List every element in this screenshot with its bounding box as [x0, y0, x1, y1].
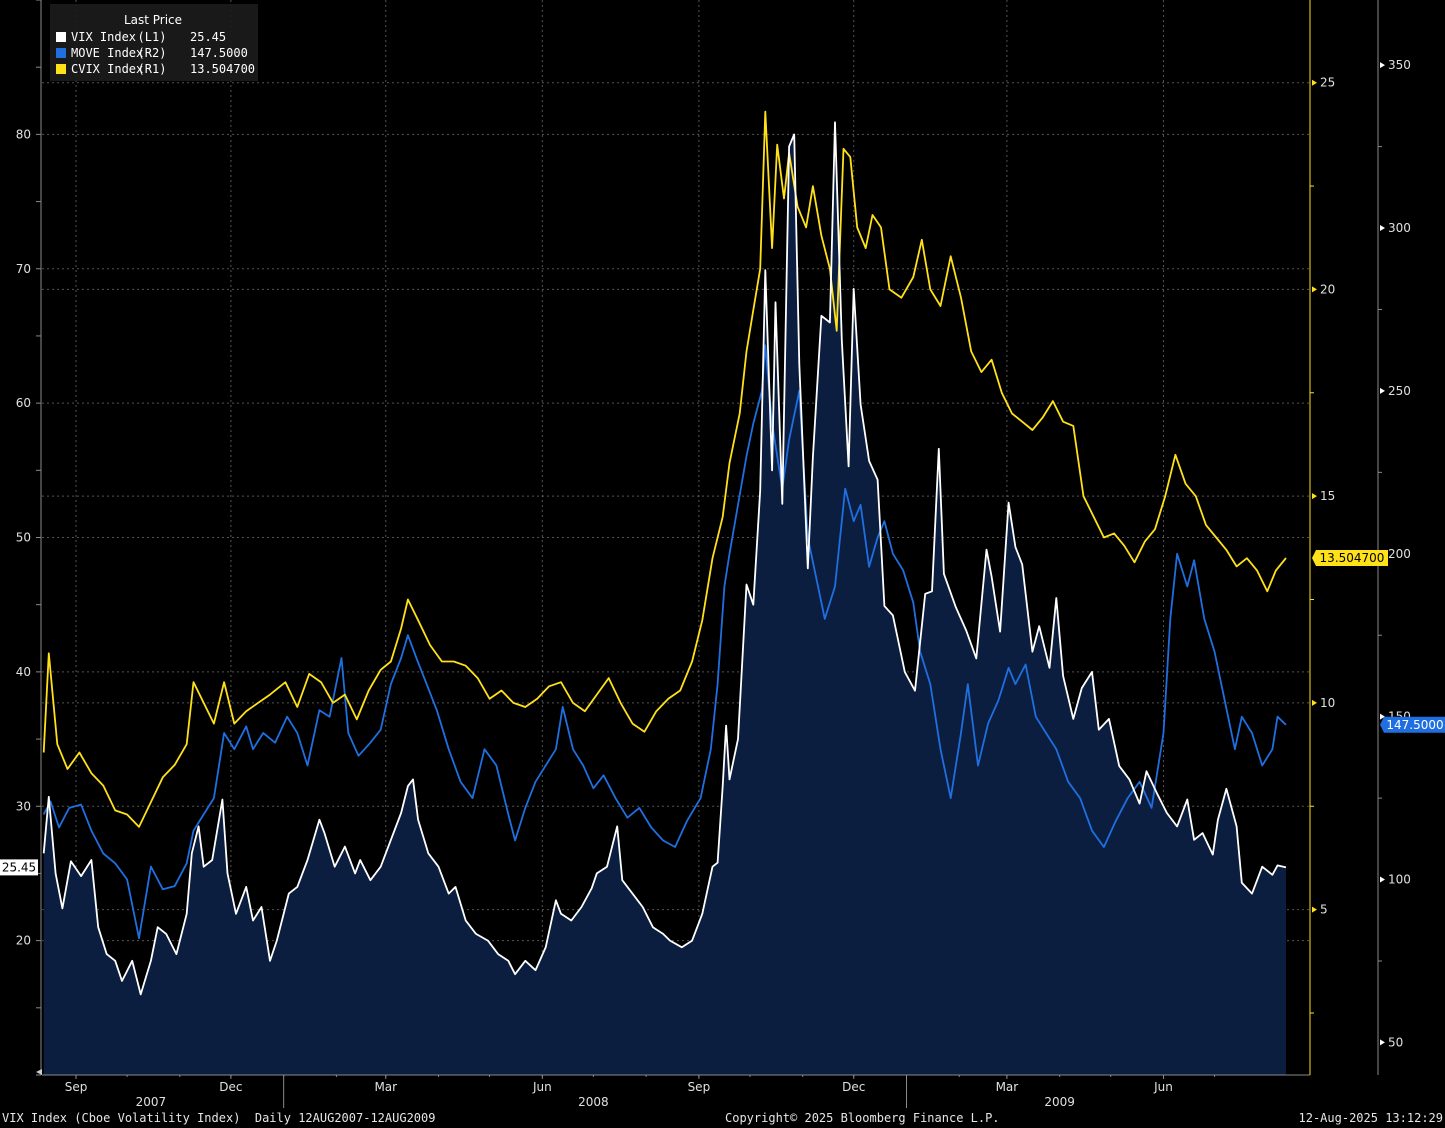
x-tick-label-2: Mar [374, 1080, 397, 1094]
move-index-legend-name: MOVE Index [71, 46, 143, 60]
footer-timestamp: 12-Aug-2025 13:12:29 [1298, 1111, 1444, 1125]
l1-tick-label-50: 50 [16, 531, 31, 545]
r2-tick-label-50: 50 [1388, 1035, 1403, 1049]
r1-tick-25 [1312, 79, 1317, 86]
vix-index-legend-swatch [56, 32, 66, 42]
r1-tick-label-25: 25 [1320, 76, 1335, 90]
series-lines [42, 110, 1287, 996]
x-tick-label-5: Dec [842, 1080, 865, 1094]
x-year-label-2009: 2009 [1044, 1095, 1075, 1109]
x-year-label-2008: 2008 [578, 1095, 609, 1109]
cvix-index-legend-value: 13.504700 [190, 62, 255, 76]
move-index-last-value: 147.5000 [1386, 718, 1443, 732]
r1-tick-10 [1312, 699, 1317, 706]
x-tick-label-4: Sep [688, 1080, 711, 1094]
r1-tick-label-10: 10 [1320, 696, 1335, 710]
r2-tick-100 [1380, 876, 1385, 883]
r2-tick-350 [1380, 62, 1385, 69]
vix-index-legend-name: VIX Index [71, 30, 136, 44]
r1-tick-20 [1312, 286, 1317, 293]
cvix-index-last-tag [1312, 549, 1388, 566]
l1-tick-label-60: 60 [16, 396, 31, 410]
footer-copyright: Copyright© 2025 Bloomberg Finance L.P. [725, 1111, 1000, 1125]
r2-tick-label-200: 200 [1388, 547, 1411, 561]
vix-index-line [42, 121, 1287, 996]
x-tick-label-7: Jun [1153, 1080, 1173, 1094]
r1-tick-label-15: 15 [1320, 489, 1335, 503]
r2-tick-label-350: 350 [1388, 58, 1411, 72]
axis-origin-marker [36, 1069, 42, 1075]
cvix-index-legend-name: CVIX Index [71, 62, 143, 76]
footer-description: VIX Index (Cboe Volatility Index) Daily … [2, 1111, 436, 1125]
r1-tick-label-20: 20 [1320, 282, 1335, 296]
x-year-label-2007: 2007 [136, 1095, 167, 1109]
cvix-index-last-value: 13.504700 [1320, 551, 1385, 565]
l1-tick-label-20: 20 [16, 934, 31, 948]
r2-tick-150 [1380, 713, 1385, 720]
move-index-last-tag [1380, 716, 1445, 733]
l1-tick-label-40: 40 [16, 665, 31, 679]
legend-box [50, 4, 258, 81]
move-index-legend-value: 147.5000 [190, 46, 248, 60]
r2-tick-label-100: 100 [1388, 873, 1411, 887]
vix-index-legend-axis: (L1) [138, 30, 167, 44]
vix-index-last-value: 25.45 [2, 860, 36, 874]
vix-index-legend-value: 25.45 [190, 30, 226, 44]
r1-tick-label-5: 5 [1320, 903, 1328, 917]
r2-tick-300 [1380, 225, 1385, 232]
move-index-line [42, 344, 1287, 940]
r2-tick-250 [1380, 387, 1385, 394]
r2-tick-label-250: 250 [1388, 384, 1411, 398]
cvix-index-line [42, 110, 1287, 828]
r2-tick-label-300: 300 [1388, 221, 1411, 235]
vix-area-layer [43, 122, 1287, 1076]
l1-tick-label-70: 70 [16, 262, 31, 276]
cvix-index-legend-axis: (R1) [138, 62, 167, 76]
legend-title: Last Price [124, 13, 182, 27]
l1-tick-label-80: 80 [16, 127, 31, 141]
vix-index-last-tag [0, 859, 38, 876]
r1-tick-15 [1312, 493, 1317, 500]
x-tick-label-1: Dec [219, 1080, 242, 1094]
l1-tick-label-30: 30 [16, 799, 31, 813]
x-tick-label-0: Sep [65, 1080, 88, 1094]
x-tick-label-6: Mar [996, 1080, 1019, 1094]
vix-index-area [43, 122, 1287, 1076]
x-tick-label-3: Jun [532, 1080, 552, 1094]
move-index-legend-swatch [56, 48, 66, 58]
move-index-legend-axis: (R2) [138, 46, 167, 60]
cvix-index-legend-swatch [56, 64, 66, 74]
r1-tick-5 [1312, 906, 1317, 913]
r2-tick-50 [1380, 1039, 1385, 1046]
